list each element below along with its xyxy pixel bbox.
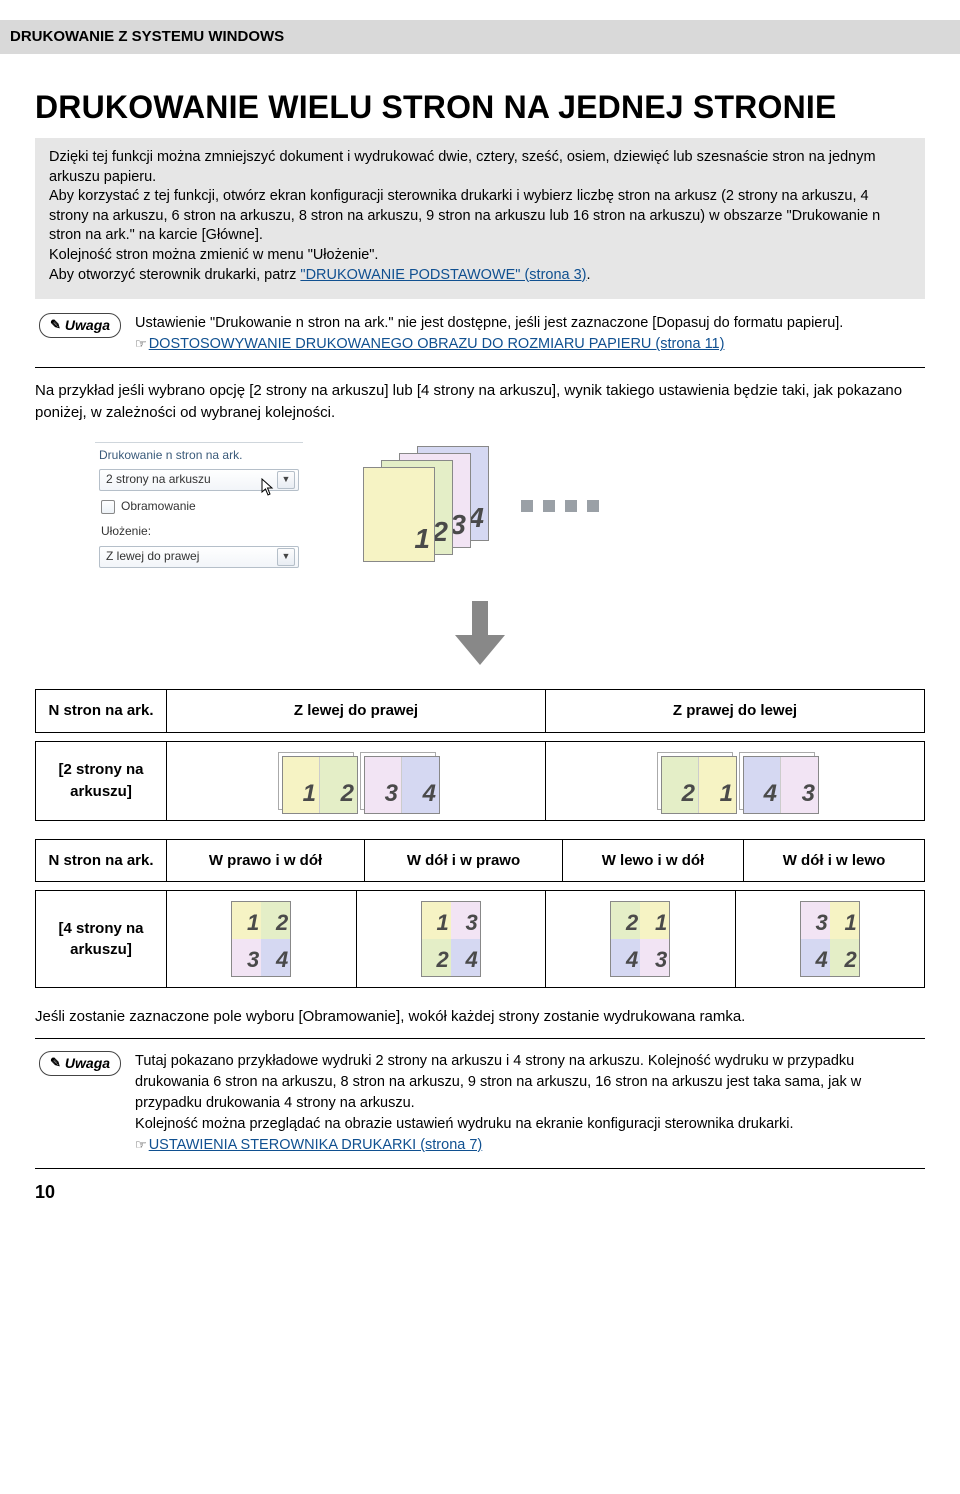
table-2up-body: [2 strony na arkuszu] 1 2 3 4 2 bbox=[35, 741, 925, 821]
order-label: Ułożenie: bbox=[95, 519, 303, 542]
page-stack: 4 3 2 1 bbox=[363, 446, 503, 566]
order-select[interactable]: Z lewej do prawej ▼ bbox=[99, 546, 299, 568]
divider bbox=[35, 1038, 925, 1039]
example-paragraph: Na przykład jeśli wybrano opcję [2 stron… bbox=[35, 380, 925, 424]
t4-head-c1: W prawo i w dół bbox=[167, 839, 365, 882]
intro-text-2: Aby korzystać z tej funkcji, otwórz ekra… bbox=[49, 188, 880, 243]
basic-printing-link[interactable]: "DRUKOWANIE PODSTAWOWE" (strona 3) bbox=[300, 267, 586, 283]
driver-settings-link[interactable]: USTAWIENIA STEROWNIKA DRUKARKI (strona 7… bbox=[149, 1137, 483, 1153]
divider bbox=[35, 367, 925, 368]
page-number: 10 bbox=[35, 1179, 55, 1205]
table-4up-body: [4 strony na arkuszu] 1 2 3 4 1 3 2 4 bbox=[35, 890, 925, 988]
intro-text-1: Dzięki tej funkcji można zmniejszyć doku… bbox=[49, 149, 876, 185]
nup-select[interactable]: 2 strony na arkuszu ▼ bbox=[99, 469, 299, 491]
t4-head-c2: W dół i w prawo bbox=[364, 839, 562, 882]
t4-c3: 2 1 4 3 bbox=[546, 891, 736, 988]
t2-row-label: [2 strony na arkuszu] bbox=[36, 741, 167, 820]
note2-line1: Tutaj pokazano przykładowe wydruki 2 str… bbox=[135, 1053, 861, 1111]
t4-row-label: [4 strony na arkuszu] bbox=[36, 891, 167, 988]
intro-text-3: Kolejność stron można zmienić w menu "Uł… bbox=[49, 247, 378, 263]
intro-block: Dzięki tej funkcji można zmniejszyć doku… bbox=[35, 138, 925, 299]
chevron-down-icon: ▼ bbox=[277, 471, 295, 489]
resize-link[interactable]: DOSTOSOWYWANIE DRUKOWANEGO OBRAZU DO ROZ… bbox=[149, 336, 725, 352]
table-2up: N stron na ark. Z lewej do prawej Z praw… bbox=[35, 689, 925, 733]
intro-text-4a: Aby otworzyć sterownik drukarki, patrz bbox=[49, 267, 300, 283]
footer-line: Jeśli zostanie zaznaczone pole wyboru [O… bbox=[35, 1006, 925, 1028]
t2-head-col1: N stron na ark. bbox=[36, 689, 167, 732]
note-2: Uwaga Tutaj pokazano przykładowe wydruki… bbox=[39, 1051, 921, 1156]
section-header: DRUKOWANIE Z SYSTEMU WINDOWS bbox=[0, 20, 960, 54]
pointer-icon: ☞ bbox=[135, 336, 147, 351]
t2-head-col2: Z lewej do prawej bbox=[167, 689, 546, 732]
nup-value: 2 strony na arkuszu bbox=[106, 471, 211, 488]
t2-ltr-cell: 1 2 3 4 bbox=[167, 741, 546, 820]
t4-head-c3: W lewo i w dół bbox=[562, 839, 743, 882]
order-value: Z lewej do prawej bbox=[106, 548, 199, 565]
group-title: Drukowanie n stron na ark. bbox=[95, 447, 303, 466]
page-title: DRUKOWANIE WIELU STRON NA JEDNEJ STRONIE bbox=[35, 84, 925, 130]
chevron-down-icon: ▼ bbox=[277, 548, 295, 566]
down-arrow-icon bbox=[455, 601, 505, 665]
border-checkbox[interactable] bbox=[101, 500, 115, 514]
t4-head-col1: N stron na ark. bbox=[36, 839, 167, 882]
driver-settings-panel: Drukowanie n stron na ark. 2 strony na a… bbox=[95, 442, 303, 571]
sheet-1: 1 bbox=[363, 467, 435, 562]
t4-c4: 3 1 4 2 bbox=[735, 891, 925, 988]
t2-head-col3: Z prawej do lewej bbox=[546, 689, 925, 732]
note2-line2: Kolejność można przeglądać na obrazie us… bbox=[135, 1116, 793, 1132]
t2-rtl-cell: 2 1 4 3 bbox=[546, 741, 925, 820]
intro-text-4b: . bbox=[587, 267, 591, 283]
t4-c1: 1 2 3 4 bbox=[167, 891, 357, 988]
note-1: Uwaga Ustawienie "Drukowanie n stron na … bbox=[39, 313, 921, 355]
note1-text: Ustawienie "Drukowanie n stron na ark." … bbox=[135, 315, 843, 331]
t4-c2: 1 3 2 4 bbox=[356, 891, 546, 988]
ellipsis-dots bbox=[521, 500, 599, 512]
pointer-icon: ☞ bbox=[135, 1137, 147, 1152]
table-4up: N stron na ark. W prawo i w dół W dół i … bbox=[35, 839, 925, 883]
border-checkbox-label: Obramowanie bbox=[121, 498, 196, 515]
cursor-icon bbox=[261, 478, 276, 496]
divider bbox=[35, 1168, 925, 1169]
note-badge: Uwaga bbox=[39, 313, 121, 338]
t4-head-c4: W dół i w lewo bbox=[743, 839, 924, 882]
note-badge: Uwaga bbox=[39, 1051, 121, 1076]
